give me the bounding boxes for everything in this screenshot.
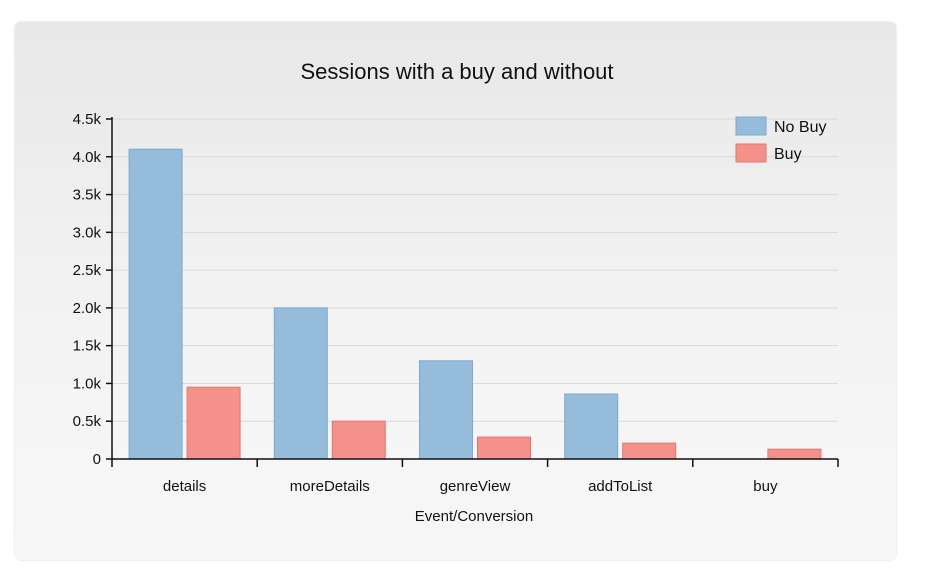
y-tick-label: 1.5k <box>73 338 102 355</box>
y-tick-label: 1.0k <box>73 375 102 392</box>
bars <box>128 148 822 460</box>
bar-no-buy <box>128 148 183 460</box>
legend: No Buy Buy <box>735 116 826 163</box>
x-tick-label: buy <box>753 478 778 495</box>
bar-no-buy <box>564 393 619 460</box>
y-tick-label: 0 <box>93 451 101 468</box>
legend-label: Buy <box>774 146 802 163</box>
y-tick-label: 4.0k <box>73 149 102 166</box>
bar-buy <box>186 386 241 460</box>
x-tick-label: details <box>163 478 206 495</box>
x-tick-label: moreDetails <box>290 478 370 495</box>
grid-lines <box>112 118 838 422</box>
bar-buy <box>767 448 822 460</box>
y-axis: 0 0.5k 1.0k 1.5k 2.0k 2.5k 3.0k 3.5k 4.0k 4.5k <box>73 111 113 468</box>
legend-swatch-no-buy <box>735 116 767 136</box>
legend-label: No Buy <box>774 119 826 136</box>
y-tick-label: 2.0k <box>73 300 102 317</box>
y-tick-label: 0.5k <box>73 413 102 430</box>
x-tick-label: addToList <box>588 478 653 495</box>
x-axis-label: Event/Conversion <box>415 508 533 525</box>
bar-buy <box>477 436 531 460</box>
bar-no-buy <box>419 360 473 460</box>
legend-swatch-buy <box>735 143 767 163</box>
bar-buy <box>331 420 386 460</box>
x-tick-label: genreView <box>440 478 511 495</box>
chart-title: Sessions with a buy and without <box>300 59 613 84</box>
y-tick-label: 3.5k <box>73 187 102 204</box>
bar-buy <box>622 442 677 460</box>
x-axis: details moreDetails genreView addToList buy <box>111 458 839 495</box>
y-tick-label: 4.5k <box>73 111 102 128</box>
y-tick-label: 2.5k <box>73 262 102 279</box>
y-tick-label: 3.0k <box>73 224 102 241</box>
bar-no-buy <box>273 307 328 460</box>
